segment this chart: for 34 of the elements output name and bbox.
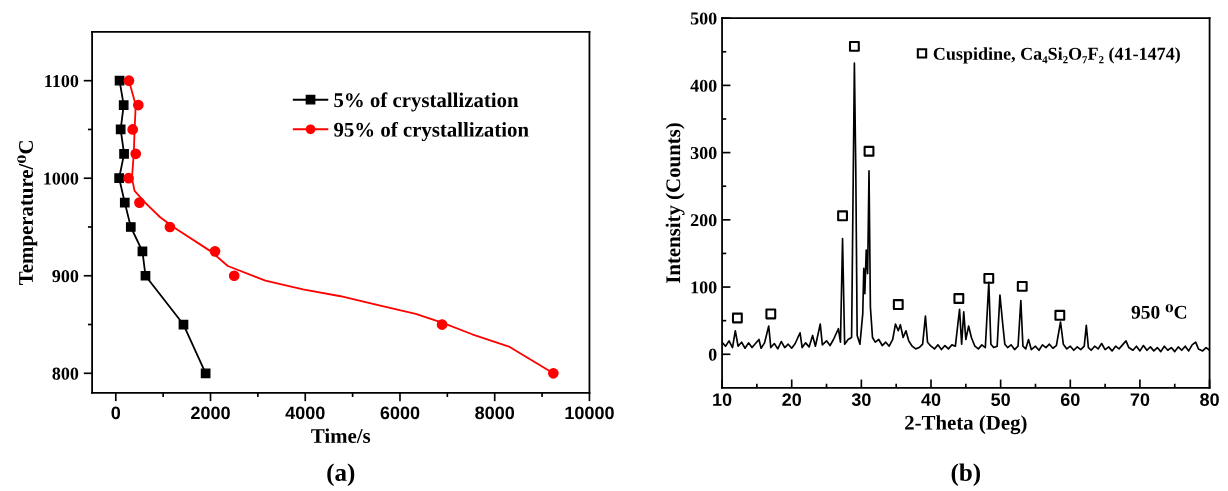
legend-label: Cuspidine, Ca₄Si₂O₇F₂ (41-1474) <box>933 47 1180 64</box>
legend-label: 5% of crystallization <box>334 92 519 112</box>
x-tick-label: 10000 <box>565 406 614 420</box>
x-tick-label: 30 <box>851 393 871 407</box>
y-axis-title: Temperature/⁰C <box>17 141 38 285</box>
x-axis-title: 2-Theta (Deg) <box>905 415 1027 435</box>
text: (b) <box>951 463 980 487</box>
y-tick-label: 400 <box>690 79 717 92</box>
text: (a) <box>327 463 355 487</box>
x-tick-label: 10 <box>713 393 732 407</box>
y-tick-label: 0 <box>708 348 717 361</box>
x-tick-label: 70 <box>1130 393 1150 407</box>
y-tick-label: 1000 <box>44 172 79 185</box>
y-tick-label: 1100 <box>45 74 79 88</box>
y-tick-label: 500 <box>690 12 717 25</box>
x-tick-label: 8000 <box>475 406 515 420</box>
y-axis-title: Intensity (Counts) <box>665 123 685 284</box>
x-axis-title: Time/s <box>311 428 371 444</box>
annotation: 950 ⁰C <box>1131 304 1187 319</box>
y-tick-label: 300 <box>690 146 717 160</box>
legend-label: 95% of crystallization <box>334 121 529 142</box>
x-tick-label: 6000 <box>380 406 420 420</box>
x-tick-label: 80 <box>1200 393 1219 407</box>
x-tick-label: 4000 <box>285 406 325 420</box>
x-tick-label: 40 <box>921 393 941 407</box>
x-tick-label: 50 <box>991 393 1010 407</box>
y-tick-label: 800 <box>52 367 79 380</box>
x-tick-label: 60 <box>1060 393 1080 407</box>
x-tick-label: 20 <box>782 393 802 407</box>
x-tick-label: 0 <box>111 406 121 420</box>
x-tick-label: 2000 <box>191 406 230 420</box>
y-tick-label: 200 <box>690 214 717 227</box>
y-tick-label: 900 <box>52 270 79 283</box>
y-tick-label: 100 <box>691 281 717 294</box>
